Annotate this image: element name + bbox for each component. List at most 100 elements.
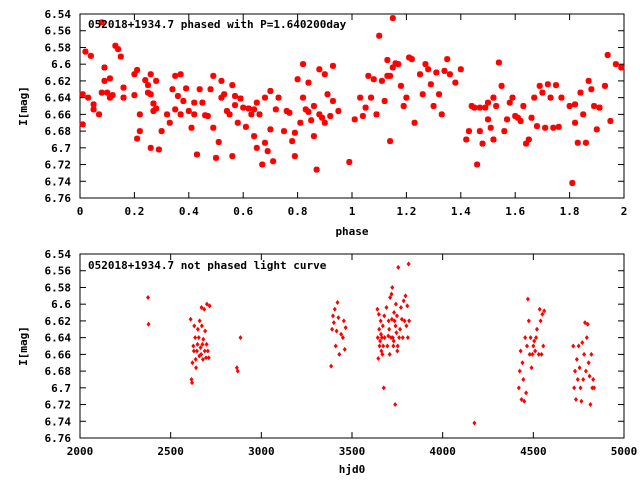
x-tick-label: 0.4 — [179, 205, 199, 218]
y-tick-label: 6.72 — [45, 159, 72, 172]
data-point — [571, 343, 576, 349]
data-point — [190, 380, 195, 386]
data-point — [198, 345, 203, 351]
data-point — [533, 348, 538, 354]
data-point — [527, 351, 532, 357]
x-tick-label: 1 — [349, 205, 356, 218]
data-point — [520, 360, 525, 366]
x-tick-label: 5000 — [611, 445, 638, 458]
data-point — [585, 321, 590, 327]
data-point — [210, 72, 217, 79]
data-point — [411, 119, 418, 126]
data-point — [324, 91, 331, 98]
data-point — [189, 376, 194, 382]
data-point — [329, 97, 336, 104]
data-point — [199, 99, 206, 106]
x-tick-label: 0 — [77, 205, 84, 218]
data-point — [87, 52, 94, 59]
data-point — [566, 103, 573, 109]
data-point — [310, 133, 317, 140]
data-point — [380, 323, 385, 329]
data-point — [529, 365, 534, 371]
data-point — [146, 294, 150, 300]
data-point — [131, 92, 138, 99]
data-point — [534, 326, 539, 332]
data-point — [193, 151, 200, 158]
data-point — [238, 335, 243, 341]
data-point — [336, 315, 341, 321]
data-point — [577, 365, 582, 371]
y-tick-label: 6.7 — [51, 142, 71, 155]
data-point — [558, 94, 565, 101]
data-point — [109, 92, 116, 99]
data-point — [319, 114, 326, 121]
data-point — [146, 321, 151, 327]
data-point — [337, 351, 342, 357]
data-point — [376, 356, 381, 362]
data-point — [203, 328, 208, 334]
data-point — [342, 346, 347, 352]
x-tick-label: 1.6 — [505, 205, 525, 218]
data-point — [388, 294, 393, 300]
x-tick-label: 2 — [621, 205, 628, 218]
data-point — [544, 81, 551, 88]
data-point — [166, 119, 173, 126]
data-point — [495, 59, 502, 66]
data-point — [327, 113, 334, 120]
data-point — [520, 103, 527, 109]
data-point — [569, 179, 576, 186]
data-point — [256, 111, 263, 118]
data-point — [221, 91, 228, 98]
y-tick-label: 6.56 — [45, 25, 72, 38]
y-tick-label: 6.66 — [45, 348, 72, 361]
data-point — [377, 326, 382, 332]
data-point — [392, 318, 397, 324]
data-point — [370, 76, 377, 83]
data-point — [586, 360, 591, 366]
axis-ticks: 2000 2500 3000 3500 4000 4500 5000 6.54 6.56 6.58… — [45, 248, 638, 458]
data-point — [524, 343, 529, 349]
data-point — [199, 323, 204, 329]
data-point — [406, 261, 411, 267]
y-tick-label: 6.64 — [45, 92, 72, 105]
data-point — [580, 340, 585, 346]
data-point — [398, 305, 403, 311]
data-point — [596, 104, 603, 111]
y-tick-label: 6.74 — [45, 415, 72, 428]
data-point — [403, 94, 410, 101]
data-point — [226, 111, 233, 118]
data-point — [183, 85, 190, 92]
data-point — [270, 158, 277, 165]
data-point — [164, 111, 171, 118]
data-point — [519, 397, 524, 403]
data-point — [547, 94, 554, 101]
data-point — [397, 335, 402, 341]
data-point — [215, 138, 222, 145]
unphased-light-curve-panel: 2000 2500 3000 3500 4000 4500 5000 6.54 6.56 6.58… — [17, 248, 637, 476]
data-point — [504, 116, 511, 123]
data-point — [425, 66, 432, 73]
data-point — [390, 284, 395, 290]
data-point — [399, 316, 404, 322]
y-axis-label: I[mag] — [17, 86, 30, 126]
data-points — [79, 15, 625, 186]
data-point — [550, 124, 557, 131]
data-point — [242, 123, 249, 130]
data-point — [248, 111, 255, 118]
data-point — [101, 64, 108, 71]
y-tick-label: 6.64 — [45, 332, 72, 345]
data-point — [463, 136, 470, 143]
data-point — [330, 313, 335, 319]
data-point — [525, 136, 532, 143]
data-point — [329, 363, 334, 369]
y-axis-label: I[mag] — [17, 326, 30, 366]
data-point — [351, 116, 358, 123]
data-point — [530, 351, 535, 357]
data-point — [192, 323, 197, 329]
y-tick-label: 6.68 — [45, 365, 72, 378]
data-point — [115, 46, 122, 53]
data-point — [471, 104, 478, 111]
data-point — [204, 301, 209, 307]
data-point — [98, 19, 105, 26]
